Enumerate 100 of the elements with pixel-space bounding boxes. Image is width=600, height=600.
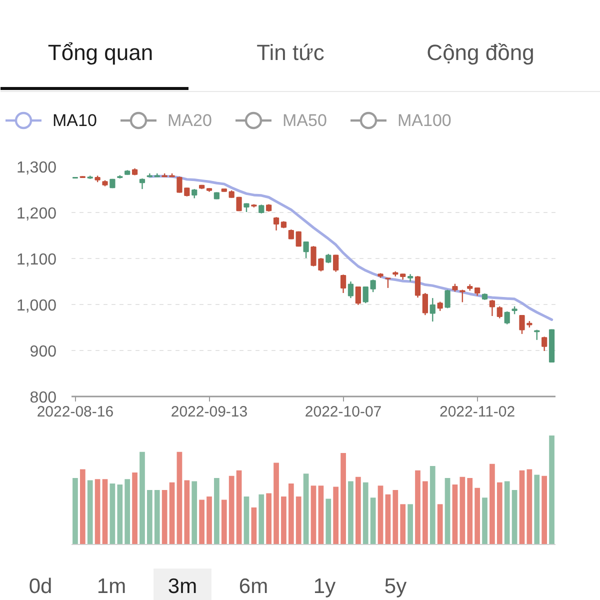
candlestick — [340, 274, 346, 294]
bar — [221, 500, 227, 544]
candlestick — [355, 286, 361, 306]
bar — [258, 494, 264, 544]
bar — [355, 476, 361, 544]
bar — [184, 480, 190, 544]
bar — [519, 470, 525, 544]
candlestick — [333, 254, 339, 272]
bar — [147, 490, 152, 544]
bar — [176, 452, 182, 544]
candlestick — [430, 297, 436, 322]
bar — [110, 483, 116, 544]
candlestick — [460, 289, 466, 303]
bar — [228, 476, 234, 544]
candlestick — [504, 310, 510, 325]
bar — [154, 490, 160, 544]
bar — [236, 470, 242, 544]
y-tick-label: 1,100 — [16, 252, 57, 268]
text: 0d — [28, 575, 52, 598]
candlestick — [489, 299, 496, 317]
candlestick — [437, 301, 443, 312]
x-tick-label: 2022-08-16 — [36, 404, 114, 420]
bar — [370, 498, 376, 544]
text: 3m — [168, 575, 198, 598]
bar — [266, 493, 272, 544]
candlestick — [273, 216, 280, 232]
bar — [169, 482, 175, 544]
bar — [482, 498, 488, 544]
bar — [124, 479, 130, 544]
bar — [288, 483, 294, 544]
candlestick — [348, 280, 354, 299]
bar — [392, 490, 398, 544]
legend-label: MA20 — [168, 111, 212, 130]
bar — [385, 494, 391, 544]
bar — [474, 488, 480, 544]
bar — [526, 469, 532, 544]
text: Tin tức — [256, 40, 324, 65]
bar — [310, 486, 316, 544]
bar — [460, 476, 466, 544]
bar — [281, 496, 286, 544]
bar — [362, 482, 368, 544]
y-tick-label: 1,200 — [16, 206, 57, 222]
bar — [251, 507, 257, 544]
candlestick — [192, 188, 198, 199]
text: Cộng đồng — [426, 40, 534, 65]
bar — [140, 452, 145, 544]
bar — [214, 478, 220, 544]
bar — [542, 476, 548, 544]
bar — [490, 464, 495, 544]
bar — [452, 484, 458, 544]
bar — [117, 484, 123, 544]
candlestick — [326, 253, 332, 264]
candlestick — [422, 292, 428, 316]
bar — [415, 470, 420, 544]
bar — [378, 486, 384, 544]
line-series — [148, 174, 554, 321]
x-tick-label: 2022-10-07 — [304, 404, 382, 420]
legend-label: MA100 — [398, 111, 452, 130]
y-tick-label: 900 — [30, 344, 57, 360]
bar — [206, 496, 212, 544]
y-tick-label: 1,000 — [16, 298, 57, 314]
bar — [72, 478, 78, 544]
bar — [408, 504, 413, 544]
candlestick — [362, 286, 368, 304]
bar — [87, 480, 93, 544]
candlestick — [303, 240, 309, 259]
candlestick — [139, 178, 146, 190]
bar — [192, 481, 198, 544]
bar — [162, 490, 168, 544]
legend-label: MA50 — [282, 111, 327, 130]
x-tick-label: 2022-09-13 — [170, 404, 248, 420]
bar — [348, 481, 354, 544]
bar — [512, 490, 518, 544]
candlestick — [496, 306, 502, 319]
y-tick-label: 800 — [30, 390, 57, 406]
bar — [318, 486, 324, 544]
candlestick — [370, 279, 376, 293]
bar — [549, 436, 554, 544]
bar — [400, 504, 406, 544]
bar — [422, 481, 428, 544]
text: 1m — [96, 575, 126, 598]
bar — [303, 474, 309, 544]
candlestick — [414, 275, 421, 298]
bar — [274, 462, 279, 544]
bar — [94, 479, 100, 544]
bar — [244, 496, 250, 544]
bar — [326, 498, 332, 544]
legend-label: MA10 — [52, 111, 97, 130]
y-tick-label: 1,300 — [16, 160, 57, 176]
bar — [534, 474, 540, 544]
bar — [80, 469, 86, 544]
bar — [467, 478, 473, 544]
bar — [340, 452, 346, 544]
bar — [430, 466, 436, 544]
bar — [132, 472, 138, 544]
text: 6m — [238, 575, 268, 598]
bar — [199, 500, 204, 544]
bar — [333, 486, 339, 544]
bar — [496, 482, 502, 544]
bar — [296, 496, 302, 544]
